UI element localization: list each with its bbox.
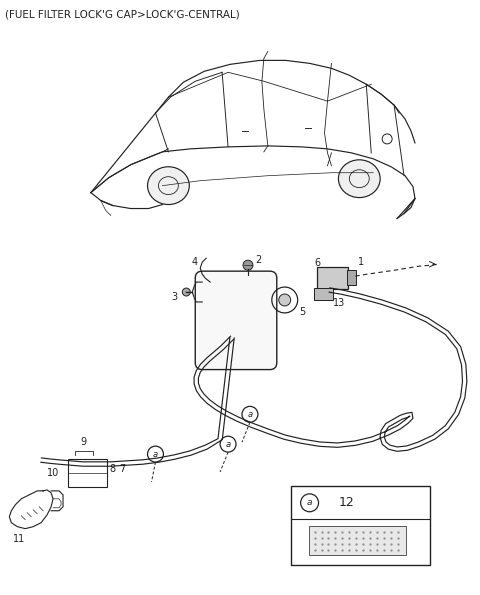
- Text: 2: 2: [255, 255, 261, 265]
- Text: 12: 12: [338, 496, 354, 509]
- Text: 6: 6: [314, 258, 321, 268]
- Text: a: a: [307, 498, 312, 508]
- Circle shape: [300, 494, 319, 512]
- Text: a: a: [247, 410, 252, 419]
- Text: a: a: [226, 440, 230, 449]
- Circle shape: [279, 294, 291, 306]
- FancyBboxPatch shape: [195, 271, 277, 369]
- Text: 5: 5: [300, 307, 306, 317]
- Circle shape: [242, 406, 258, 422]
- Text: 11: 11: [13, 534, 25, 544]
- Text: 7: 7: [120, 464, 126, 474]
- FancyBboxPatch shape: [309, 525, 406, 556]
- Text: (FUEL FILTER LOCK'G CAP>LOCK'G-CENTRAL): (FUEL FILTER LOCK'G CAP>LOCK'G-CENTRAL): [5, 10, 240, 20]
- Text: 3: 3: [171, 292, 178, 302]
- Text: a: a: [153, 450, 158, 459]
- Circle shape: [182, 288, 190, 296]
- FancyBboxPatch shape: [314, 287, 333, 300]
- FancyBboxPatch shape: [347, 270, 356, 284]
- Text: 4: 4: [191, 257, 197, 267]
- Text: 10: 10: [47, 468, 59, 478]
- Circle shape: [220, 436, 236, 452]
- FancyBboxPatch shape: [316, 267, 348, 289]
- Text: 8: 8: [109, 464, 116, 474]
- Text: 9: 9: [81, 437, 87, 447]
- Ellipse shape: [338, 160, 380, 198]
- Ellipse shape: [147, 167, 189, 205]
- Text: 13: 13: [333, 298, 346, 308]
- Circle shape: [243, 260, 253, 270]
- Circle shape: [147, 446, 164, 462]
- Text: 1: 1: [358, 257, 364, 267]
